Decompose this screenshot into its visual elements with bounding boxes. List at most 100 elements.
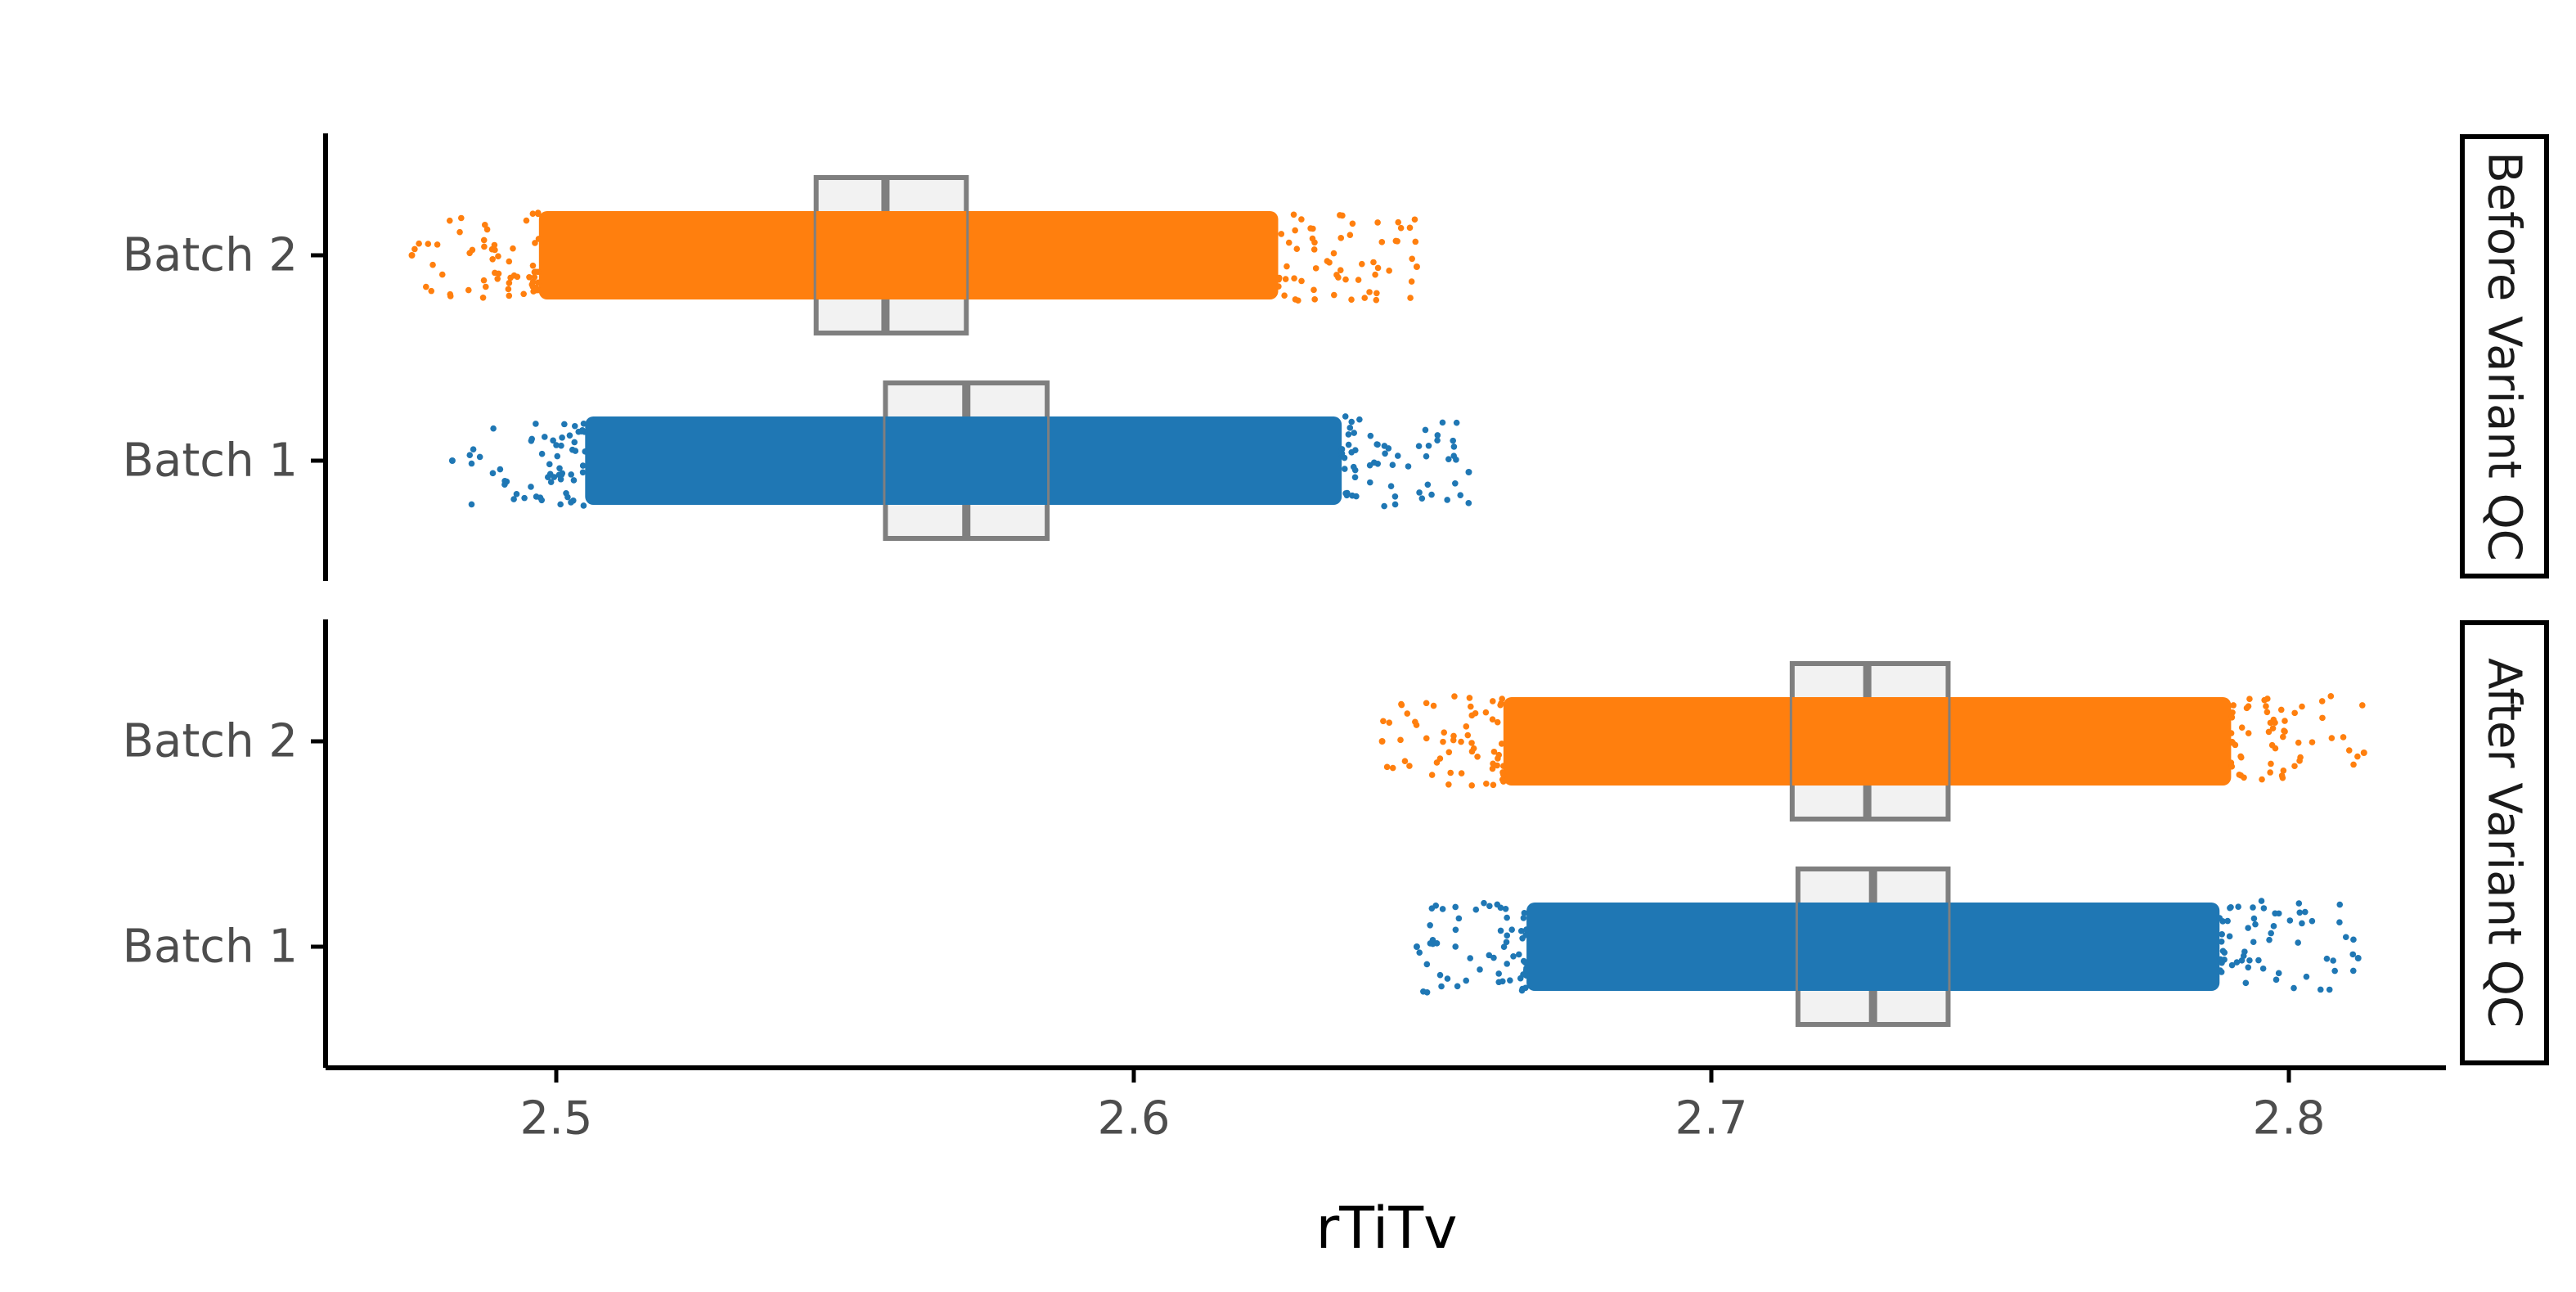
data-point bbox=[1465, 500, 1472, 506]
data-point bbox=[1440, 738, 1446, 745]
jitter-points bbox=[408, 209, 1420, 304]
x-axis-title: rTiTv bbox=[1315, 1195, 1457, 1262]
data-point bbox=[495, 270, 502, 277]
data-point bbox=[1416, 949, 1423, 957]
data-point bbox=[1510, 952, 1517, 960]
data-point bbox=[1517, 928, 1525, 934]
facet-strip bbox=[2460, 134, 2549, 578]
data-point bbox=[1523, 926, 1530, 933]
data-point bbox=[1406, 763, 1413, 769]
data-point bbox=[1472, 906, 1480, 913]
data-point bbox=[1423, 988, 1431, 996]
data-point bbox=[1387, 483, 1395, 489]
data-point bbox=[1438, 983, 1445, 990]
data-point bbox=[1519, 934, 1526, 942]
data-point bbox=[557, 501, 564, 508]
data-point bbox=[1345, 441, 1352, 448]
data-point bbox=[1497, 927, 1504, 934]
data-point bbox=[1495, 751, 1503, 759]
data-point bbox=[582, 448, 589, 455]
data-point bbox=[1489, 765, 1496, 772]
data-point bbox=[1348, 418, 1355, 425]
data-point bbox=[490, 425, 497, 432]
x-tick-label: 2.8 bbox=[2252, 1092, 2325, 1146]
data-point bbox=[1412, 718, 1418, 726]
data-point bbox=[469, 246, 476, 254]
data-point bbox=[1337, 235, 1345, 241]
data-point bbox=[1312, 265, 1319, 272]
data-point bbox=[448, 457, 456, 464]
data-point bbox=[523, 217, 530, 224]
data-point bbox=[1346, 232, 1354, 238]
data-point bbox=[1311, 296, 1318, 303]
data-point bbox=[1406, 224, 1414, 232]
data-point bbox=[506, 280, 513, 286]
data-point bbox=[578, 428, 585, 434]
data-point bbox=[541, 434, 548, 440]
data-point bbox=[1386, 268, 1392, 274]
data-point bbox=[1391, 501, 1399, 508]
data-point bbox=[1433, 940, 1441, 947]
data-point bbox=[1295, 297, 1301, 304]
data-point bbox=[480, 236, 488, 244]
data-point bbox=[572, 448, 579, 454]
data-point bbox=[1382, 450, 1388, 457]
data-point bbox=[456, 228, 463, 236]
data-point bbox=[1307, 225, 1314, 232]
data-point bbox=[1495, 970, 1502, 977]
data-point bbox=[2237, 753, 2244, 760]
data-point bbox=[2291, 984, 2297, 992]
data-point bbox=[505, 286, 512, 293]
data-point bbox=[1351, 474, 1359, 481]
data-point bbox=[1373, 296, 1380, 304]
data-point bbox=[2331, 967, 2338, 975]
data-point bbox=[2354, 753, 2361, 760]
data-point bbox=[1391, 493, 1399, 500]
data-point bbox=[556, 465, 563, 472]
data-point bbox=[2224, 917, 2231, 925]
data-point bbox=[1515, 951, 1522, 958]
data-point bbox=[468, 501, 475, 508]
data-point bbox=[481, 243, 488, 250]
facet-panel: After Variant QC Batch 2 Batch 1 bbox=[123, 619, 2549, 1068]
data-point bbox=[2264, 709, 2271, 716]
data-point bbox=[2299, 703, 2305, 710]
data-point bbox=[1500, 943, 1508, 950]
data-point bbox=[1498, 741, 1505, 747]
data-point bbox=[506, 258, 513, 265]
data-point bbox=[1427, 921, 1433, 929]
data-point bbox=[497, 466, 504, 473]
data-point bbox=[2250, 915, 2258, 922]
data-point bbox=[2303, 973, 2310, 980]
data-point bbox=[529, 262, 537, 269]
data-point bbox=[550, 437, 556, 444]
data-point bbox=[554, 452, 561, 460]
data-point bbox=[489, 470, 497, 477]
data-point bbox=[1465, 469, 1472, 475]
data-point bbox=[564, 493, 571, 501]
data-point bbox=[2228, 714, 2235, 721]
data-point bbox=[568, 499, 574, 506]
data-point bbox=[2269, 725, 2277, 732]
x-tick-label: 2.7 bbox=[1675, 1092, 1747, 1146]
data-point bbox=[2275, 910, 2282, 917]
data-point bbox=[1464, 732, 1472, 739]
data-point bbox=[2326, 986, 2333, 993]
data-point bbox=[1451, 693, 1458, 700]
data-point bbox=[535, 210, 542, 218]
data-point bbox=[1445, 749, 1453, 756]
data-point bbox=[479, 294, 487, 301]
data-point bbox=[1293, 245, 1301, 253]
data-point bbox=[1412, 238, 1419, 245]
data-point bbox=[1430, 702, 1437, 709]
data-point bbox=[408, 252, 416, 259]
data-point bbox=[1424, 481, 1432, 488]
data-point bbox=[1411, 216, 1418, 223]
jitter-points bbox=[1378, 693, 2367, 789]
data-point bbox=[1486, 952, 1493, 959]
data-point bbox=[2323, 955, 2331, 962]
data-point bbox=[1466, 695, 1473, 701]
data-point bbox=[2263, 703, 2269, 709]
data-point bbox=[1520, 915, 1527, 921]
